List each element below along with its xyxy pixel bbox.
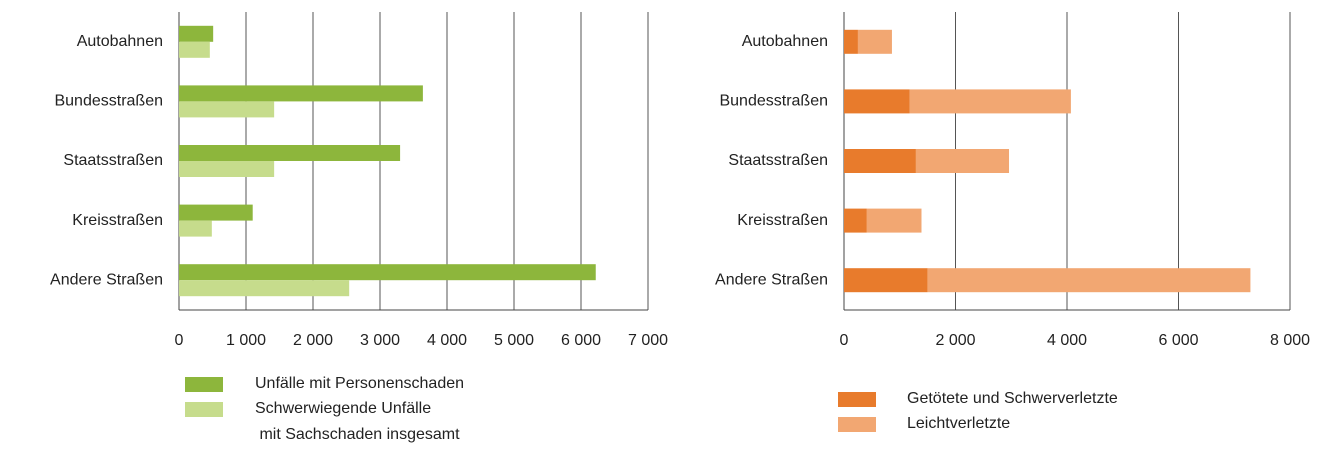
x-tick-label: 1 000 — [226, 332, 266, 349]
bar — [179, 264, 596, 281]
legend-label: Leichtverletzte — [907, 415, 1011, 432]
y-tick-label: Autobahnen — [77, 33, 163, 50]
y-tick-label: Kreisstraßen — [72, 212, 163, 229]
legend-label: Schwerwiegende Unfälle mit Sachschaden i… — [255, 400, 460, 443]
x-tick-label: 4 000 — [427, 332, 467, 349]
bar-segment — [866, 208, 922, 233]
bar-segment — [844, 208, 867, 233]
bar-segment — [844, 149, 916, 173]
legend-swatch — [838, 392, 876, 407]
x-tick-label: 6 000 — [561, 332, 601, 349]
y-tick-label: Bundesstraßen — [54, 93, 163, 110]
x-tick-label: 2 000 — [935, 332, 975, 349]
x-tick-label: 7 000 — [628, 332, 668, 349]
bar-segment — [915, 149, 1010, 173]
y-tick-label: Autobahnen — [742, 33, 828, 50]
y-tick-label: Bundesstraßen — [719, 93, 828, 110]
x-tick-label: 5 000 — [494, 332, 534, 349]
legend-swatch — [185, 402, 223, 417]
x-tick-label: 8 000 — [1270, 332, 1310, 349]
bar-segment — [844, 268, 928, 293]
x-tick-label: 2 000 — [293, 332, 333, 349]
x-tick-label: 4 000 — [1047, 332, 1087, 349]
bar — [179, 101, 275, 118]
y-tick-label: Andere Straßen — [715, 271, 828, 288]
bar — [179, 280, 350, 297]
x-tick-label: 0 — [175, 332, 184, 349]
bar — [179, 25, 214, 42]
bar — [179, 41, 210, 58]
bar-segment — [857, 29, 892, 54]
bar-segment — [844, 29, 858, 54]
y-tick-label: Kreisstraßen — [737, 212, 828, 229]
legend-swatch — [185, 377, 223, 392]
bar — [179, 220, 212, 237]
x-tick-label: 3 000 — [360, 332, 400, 349]
bar-segment — [844, 89, 910, 114]
bar — [179, 145, 401, 161]
legend-swatch — [838, 417, 876, 432]
legend-label: Getötete und Schwerverletzte — [907, 390, 1118, 407]
y-tick-label: Staatsstraßen — [63, 152, 163, 169]
y-tick-label: Andere Straßen — [50, 271, 163, 288]
bar — [179, 204, 253, 221]
x-tick-label: 0 — [840, 332, 849, 349]
bar-segment — [927, 268, 1251, 293]
x-tick-label: 6 000 — [1158, 332, 1198, 349]
bar — [179, 85, 423, 102]
legend-label: Unfälle mit Personenschaden — [255, 375, 465, 392]
y-tick-label: Staatsstraßen — [728, 152, 828, 169]
bar — [179, 161, 275, 177]
bar-segment — [909, 89, 1071, 114]
